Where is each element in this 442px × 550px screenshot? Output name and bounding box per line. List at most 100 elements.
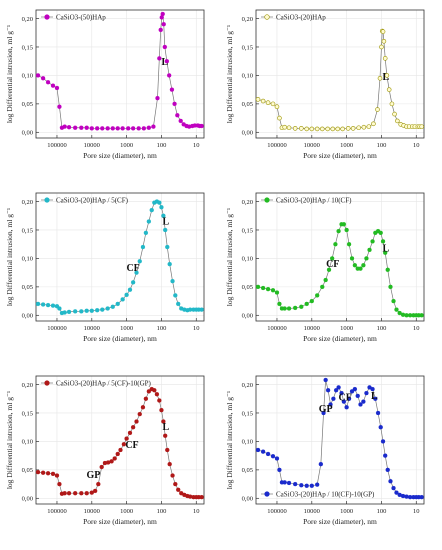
data-point [336,385,341,390]
data-point [380,29,386,34]
data-point [62,124,67,129]
data-point [361,263,366,268]
data-point [45,471,51,476]
legend-label: CaSiO3-(50)HAp [56,14,106,22]
data-point [341,222,347,227]
data-point [345,126,351,131]
data-point [110,126,115,131]
legend-marker [44,380,50,386]
x-tick-label: 100000 [267,508,287,515]
data-point [159,205,164,210]
data-point [309,126,315,132]
data-point [364,390,369,396]
data-point [320,284,325,290]
data-point [99,464,104,470]
data-point [356,125,361,131]
data-point [115,451,120,457]
x-tick-label: 10000 [304,508,320,515]
data-point [96,481,101,487]
data-point [162,44,167,50]
peak-annotation: L [371,391,378,402]
y-tick-label: 0,15 [22,410,33,417]
data-point [328,402,333,407]
x-tick-label: 100 [157,325,167,332]
data-point [419,313,424,318]
data-point [176,487,181,492]
y-tick-label: 0,10 [22,73,33,80]
data-point [325,388,331,393]
y-tick-label: 0,20 [22,16,33,23]
data-point [57,104,62,109]
peak-annotation: L [382,72,389,83]
data-point [394,490,399,495]
data-point [404,313,409,318]
peak-annotation: CF [339,392,352,403]
data-point [40,302,46,307]
y-axis-label: log Differential intrusion, ml g⁻¹ [5,208,14,306]
y-axis-label: log Differential intrusion, ml g⁻¹ [5,391,14,489]
data-point [84,125,89,130]
data-point [346,396,352,401]
x-tick-label: 10 [193,508,200,515]
data-point [282,480,287,485]
x-axis-label: Pore size (diameter), nm [303,151,377,160]
data-point [62,310,67,315]
data-point [326,267,332,272]
chart-panel-2: 0,00 0,05 0,10 0,15 0,20 100000 10000 1000 100 10… [225,9,425,160]
data-point [265,286,271,292]
data-point [309,483,314,488]
data-point [392,111,397,117]
data-point [282,124,287,130]
chart-panel-6: 0,00 0,05 0,10 0,15 0,20 100000 10000 1000 100 10… [225,375,425,526]
y-tick-label: 0,10 [22,439,33,446]
data-point [163,227,168,233]
data-point [384,73,390,78]
data-point [105,306,110,311]
series-line [257,30,422,130]
legend-marker [264,14,270,20]
data-point [419,124,424,129]
y-tick-label: 0,10 [242,73,253,80]
data-point [173,293,178,298]
x-tick-label: 100000 [267,325,287,332]
data-point [383,250,388,255]
peak-annotation: GP [86,470,100,481]
data-point [381,38,387,44]
data-point [386,87,392,92]
data-point [388,479,393,484]
x-axis-label: Pore size (diameter), nm [83,151,157,160]
peak-annotation: L [161,57,168,68]
data-point [315,293,320,298]
data-point [170,473,175,478]
data-point [274,456,280,461]
data-point [344,405,349,410]
data-point [397,310,402,316]
data-point [391,485,396,491]
legend-marker [264,491,270,497]
data-point [89,126,94,131]
data-point [340,126,345,132]
x-axis-label: Pore size (diameter), nm [303,334,377,343]
x-tick-label: 10 [193,325,200,332]
data-point [105,126,110,131]
y-tick-label: 0,05 [22,101,33,108]
data-point [151,124,156,129]
data-point [380,239,386,244]
y-tick-label: 0,00 [242,130,253,137]
data-point [270,288,276,293]
data-point [350,126,356,131]
data-point [35,301,41,307]
legend-marker [264,197,270,203]
y-tick-label: 0,20 [242,199,253,206]
data-point [404,494,409,499]
data-point [346,242,352,247]
data-point [199,123,204,129]
data-point [321,410,326,416]
data-point [115,126,120,131]
plot-frame [255,192,425,322]
x-tick-label: 1000 [340,508,353,515]
data-point [336,228,341,234]
y-tick-label: 0,00 [22,496,33,503]
data-point [318,462,323,467]
y-tick-label: 0,20 [242,16,253,23]
